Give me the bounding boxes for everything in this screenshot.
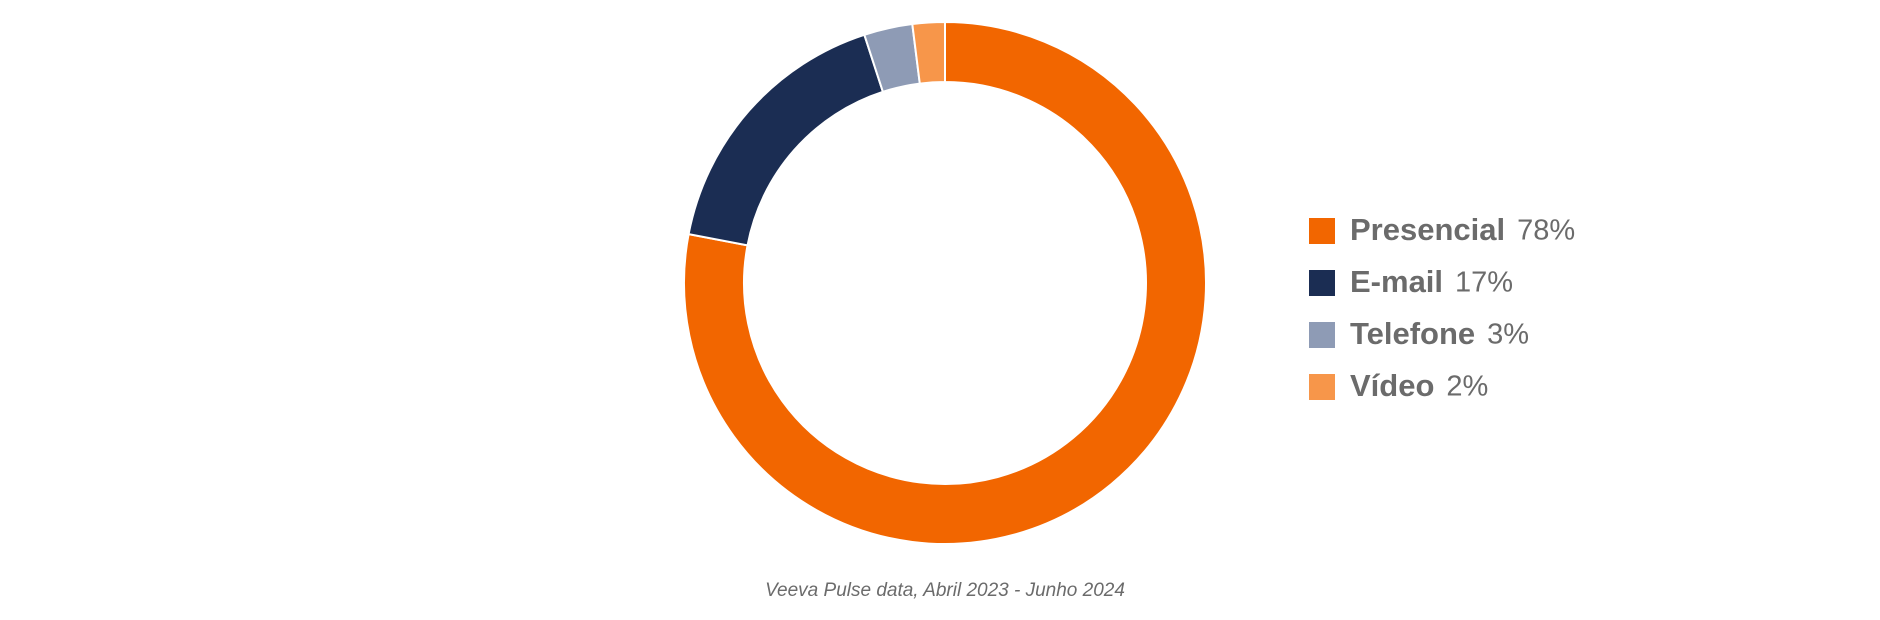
donut-slice (683, 20, 1207, 545)
legend-swatch (1309, 218, 1335, 244)
legend-swatch (1309, 322, 1335, 348)
legend-label: Vídeo (1350, 368, 1434, 403)
legend-value: 78% (1517, 215, 1575, 247)
legend-swatch (1309, 374, 1335, 400)
legend-label: Presencial (1350, 212, 1505, 247)
legend-label: E-mail (1350, 264, 1443, 299)
source-note: Veeva Pulse data, Abril 2023 - Junho 202… (765, 580, 1125, 601)
donut-slice (911, 20, 946, 85)
legend-label: Telefone (1350, 316, 1475, 351)
donut-slice (687, 33, 885, 247)
legend-value: 17% (1455, 267, 1513, 299)
legend-value: 3% (1487, 319, 1529, 351)
legend-swatch (1309, 270, 1335, 296)
legend-value: 2% (1446, 371, 1488, 403)
